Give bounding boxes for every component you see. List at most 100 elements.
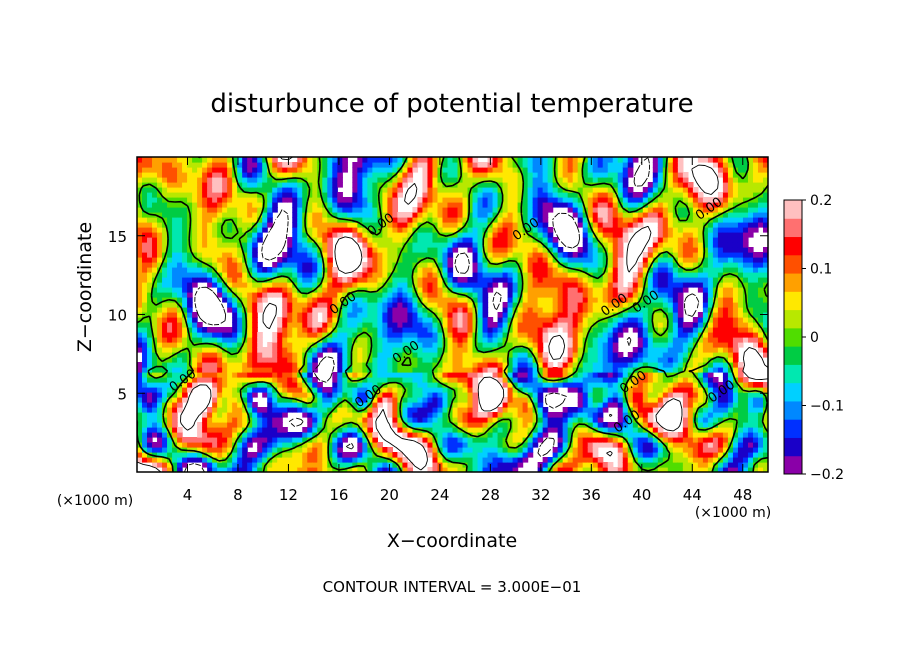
field-cell [362, 287, 368, 293]
field-cell [157, 227, 163, 233]
field-cell [247, 407, 253, 413]
field-cell [222, 297, 228, 303]
field-cell [517, 452, 524, 458]
field-cell [442, 222, 449, 228]
field-cell [392, 167, 399, 173]
field-cell [237, 357, 243, 363]
field-cell [492, 412, 499, 418]
field-cell [517, 172, 524, 178]
field-cell [342, 377, 348, 383]
field-cell [467, 307, 474, 313]
field-cell [187, 337, 193, 343]
field-cell [302, 157, 308, 163]
field-cell [172, 232, 178, 238]
field-cell [297, 407, 303, 413]
field-cell [362, 292, 368, 298]
field-cell [392, 197, 399, 203]
field-cell [332, 312, 338, 318]
field-cell [467, 337, 474, 343]
field-cell [237, 452, 243, 458]
field-cell [142, 227, 148, 233]
field-cell [432, 452, 439, 458]
field-cell [547, 237, 554, 243]
field-cell [427, 227, 434, 233]
field-cell [522, 207, 529, 213]
field-cell [447, 217, 454, 223]
field-cell [522, 407, 529, 413]
field-cell [372, 367, 378, 373]
field-cell [282, 262, 288, 268]
field-cell [207, 352, 213, 358]
field-cell [467, 237, 474, 243]
field-cell [457, 467, 464, 472]
field-cell [347, 337, 353, 343]
field-cell [292, 227, 298, 233]
field-cell [332, 342, 338, 348]
field-cell [357, 157, 363, 163]
field-cell [212, 382, 218, 388]
field-cell [227, 457, 233, 463]
field-cell [302, 237, 308, 243]
field-cell [427, 277, 434, 283]
field-cell [292, 172, 298, 178]
field-cell [452, 282, 459, 288]
field-cell [432, 427, 439, 433]
field-cell [212, 412, 218, 418]
field-cell [507, 252, 514, 258]
field-cell [432, 327, 439, 333]
field-cell [147, 307, 153, 313]
field-cell [237, 232, 243, 238]
field-cell [452, 287, 459, 293]
field-cell [322, 232, 328, 238]
field-cell [177, 332, 183, 338]
field-cell [582, 432, 589, 438]
field-cell [502, 237, 509, 243]
field-cell [462, 327, 469, 333]
field-cell [387, 267, 394, 273]
field-cell [312, 377, 318, 383]
field-cell [227, 342, 233, 348]
field-cell [537, 277, 544, 283]
field-cell [212, 232, 218, 238]
field-cell [252, 252, 258, 258]
field-cell [492, 342, 499, 348]
field-cell [512, 352, 519, 358]
field-cell [462, 217, 469, 223]
field-cell [432, 417, 439, 423]
field-cell [432, 257, 439, 263]
field-cell [177, 192, 183, 198]
field-cell [302, 437, 308, 443]
field-cell [212, 407, 218, 413]
field-cell [502, 272, 509, 278]
field-cell [447, 267, 454, 273]
field-cell [547, 167, 554, 173]
field-cell [222, 257, 228, 263]
field-cell [192, 282, 198, 288]
field-cell [387, 157, 394, 163]
field-cell [362, 202, 368, 208]
field-cell [137, 252, 143, 258]
field-cell [232, 432, 238, 438]
field-cell [262, 432, 268, 438]
field-cell [347, 382, 353, 388]
field-cell [567, 342, 574, 348]
field-cell [392, 402, 399, 408]
field-cell [317, 352, 323, 358]
field-cell [257, 352, 263, 358]
field-cell [572, 327, 579, 333]
field-cell [407, 232, 414, 238]
field-cell [477, 287, 484, 293]
field-cell [567, 467, 574, 472]
field-cell [267, 422, 273, 428]
field-cell [147, 332, 153, 338]
field-cell [537, 177, 544, 183]
field-cell [247, 317, 253, 323]
field-cell [307, 417, 313, 423]
field-cell [237, 462, 243, 468]
field-cell [572, 292, 579, 298]
field-cell [572, 272, 579, 278]
field-cell [232, 397, 238, 403]
field-cell [522, 212, 529, 218]
field-cell [157, 322, 163, 328]
field-cell [472, 282, 479, 288]
